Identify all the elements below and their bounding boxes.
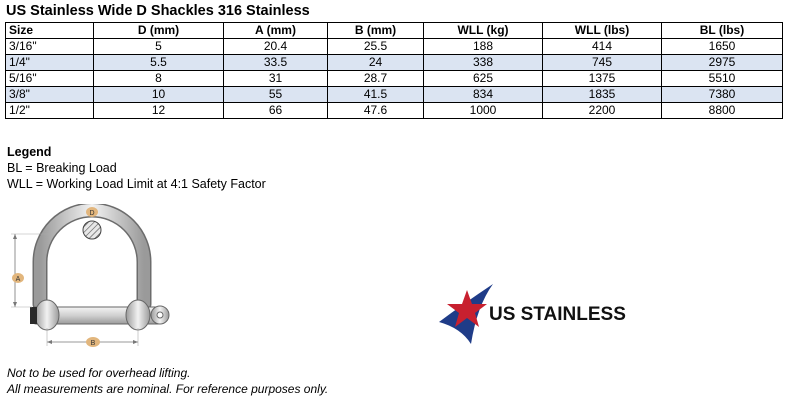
shackle-diagram: A B D [11, 204, 170, 347]
table-cell: 3/16" [5, 38, 94, 55]
footnotes: Not to be used for overhead lifting. All… [7, 365, 328, 397]
table-cell: 5510 [661, 70, 783, 87]
table-row: 3/16" 5 20.4 25.5 188 414 1650 [5, 38, 783, 55]
table-cell: 41.5 [327, 86, 424, 103]
table-cell: 10 [93, 86, 224, 103]
table-row: 5/16" 8 31 28.7 625 1375 5510 [5, 70, 783, 87]
footnote-line: All measurements are nominal. For refere… [7, 382, 329, 396]
column-header: WLL (lbs) [542, 22, 662, 39]
dimension-label-d: D [89, 210, 94, 217]
table-cell: 66 [223, 102, 328, 119]
table-cell: 1650 [661, 38, 783, 55]
column-header: WLL (kg) [423, 22, 543, 39]
table-cell: 5 [93, 38, 224, 55]
table-cell: 1835 [542, 86, 662, 103]
table-cell: 31 [223, 70, 328, 87]
logo-star-icon [447, 290, 487, 327]
legend-line: BL = Breaking Load [7, 161, 117, 175]
table-cell: 414 [542, 38, 662, 55]
table-cell: 1/2" [5, 102, 94, 119]
page-title: US Stainless Wide D Shackles 316 Stainle… [6, 3, 310, 19]
table-cell: 338 [423, 54, 543, 71]
column-header: D (mm) [93, 22, 224, 39]
table-cell: 834 [423, 86, 543, 103]
column-header: A (mm) [223, 22, 328, 39]
table-cell: 12 [93, 102, 224, 119]
legend-line: WLL = Working Load Limit at 4:1 Safety F… [7, 177, 266, 191]
column-header: B (mm) [327, 22, 424, 39]
table-cell: 28.7 [327, 70, 424, 87]
table-cell: 47.6 [327, 102, 424, 119]
specs-table: Size D (mm) A (mm) B (mm) WLL (kg) WLL (… [5, 22, 783, 119]
table-cell: 33.5 [223, 54, 328, 71]
column-header: Size [5, 22, 94, 39]
table-row: 3/8" 10 55 41.5 834 1835 7380 [5, 86, 783, 103]
table-cell: 3/8" [5, 86, 94, 103]
table-cell: 1/4" [5, 54, 94, 71]
table-cell: 25.5 [327, 38, 424, 55]
table-cell: 745 [542, 54, 662, 71]
table-cell: 188 [423, 38, 543, 55]
table-cell: 20.4 [223, 38, 328, 55]
legend-heading: Legend [7, 145, 52, 159]
table-cell: 625 [423, 70, 543, 87]
dimension-label-b: B [91, 340, 96, 347]
table-cell: 2200 [542, 102, 662, 119]
cross-section [82, 220, 102, 240]
table-cell: 2975 [661, 54, 783, 71]
table-cell: 24 [327, 54, 424, 71]
table-cell: 1375 [542, 70, 662, 87]
table-header-row: Size D (mm) A (mm) B (mm) WLL (kg) WLL (… [5, 22, 783, 39]
table-cell: 8 [93, 70, 224, 87]
table-cell: 5.5 [93, 54, 224, 71]
table-cell: 55 [223, 86, 328, 103]
table-cell: 7380 [661, 86, 783, 103]
table-cell: 8800 [661, 102, 783, 119]
table-row: 1/2" 12 66 47.6 1000 2200 8800 [5, 102, 783, 119]
legend: Legend BL = Breaking Load WLL = Working … [7, 144, 266, 192]
logo-text: US STAINLESS [489, 304, 626, 325]
table-cell: 1000 [423, 102, 543, 119]
table-row: 1/4" 5.5 33.5 24 338 745 2975 [5, 54, 783, 71]
table-cell: 5/16" [5, 70, 94, 87]
us-stainless-logo: US STAINLESS [439, 284, 626, 344]
dimension-label-a: A [16, 276, 21, 283]
footnote-line: Not to be used for overhead lifting. [7, 366, 191, 380]
column-header: BL (lbs) [661, 22, 783, 39]
